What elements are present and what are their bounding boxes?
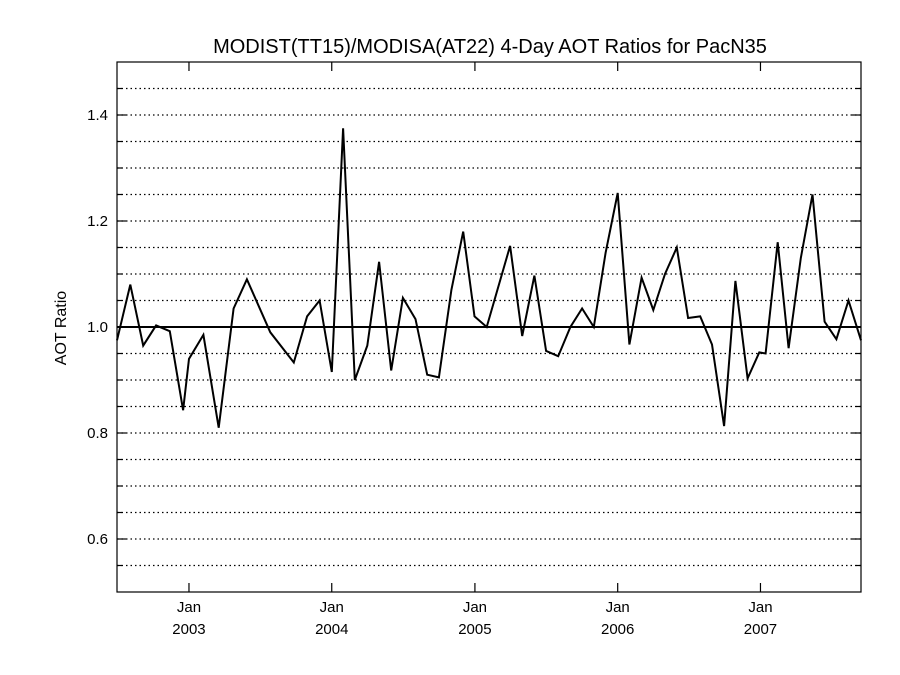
x-tick-label-year: 2005 <box>458 621 491 638</box>
y-tick-label: 1.0 <box>87 319 108 336</box>
x-tick-label-year: 2007 <box>744 621 777 638</box>
x-tick-label-year: 2004 <box>315 621 348 638</box>
x-axis-ticks: Jan 2003 Jan 2004 Jan 2005 Jan 2006 Jan 2007 <box>172 62 777 638</box>
series-line-aot-ratio <box>116 128 862 428</box>
x-tick-label-month: Jan <box>320 599 344 616</box>
chart-title: MODIST(TT15)/MODISA(AT22) 4-Day AOT Rati… <box>213 36 767 58</box>
data-points <box>116 127 862 428</box>
x-tick-label-year: 2006 <box>601 621 634 638</box>
x-tick-label-month: Jan <box>177 599 201 616</box>
x-tick-label-month: Jan <box>606 599 630 616</box>
y-axis-label: AOT Ratio <box>53 291 70 366</box>
x-tick-label-month: Jan <box>463 599 487 616</box>
y-tick-label: 1.4 <box>87 107 108 124</box>
y-tick-label: 1.2 <box>87 213 108 230</box>
x-tick-label-month: Jan <box>748 599 772 616</box>
y-tick-label: 0.8 <box>87 425 108 442</box>
y-tick-label: 0.6 <box>87 531 108 548</box>
x-tick-label-year: 2003 <box>172 621 205 638</box>
y-axis-ticks: 0.6 0.8 1.0 1.2 1.4 <box>87 87 861 567</box>
